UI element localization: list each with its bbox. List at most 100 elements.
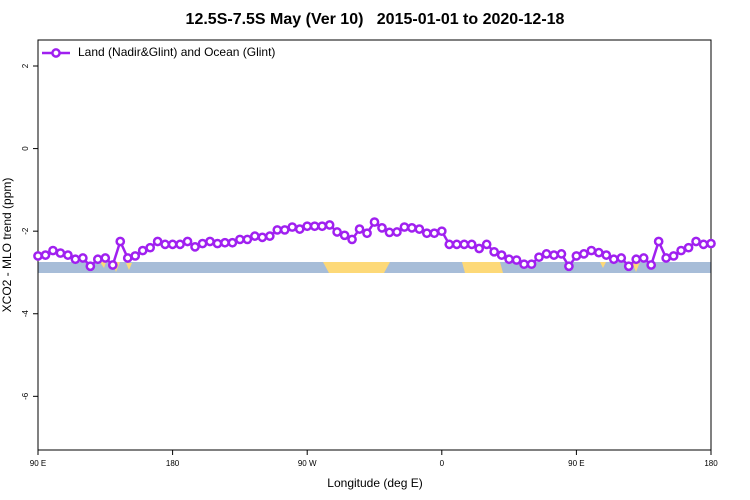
data-point xyxy=(377,223,387,233)
data-point xyxy=(668,251,679,261)
data-point xyxy=(384,227,395,238)
data-point xyxy=(623,261,634,272)
data-point xyxy=(55,248,66,258)
data-point xyxy=(182,236,193,247)
data-point xyxy=(601,250,612,260)
data-point xyxy=(40,250,51,260)
data-point xyxy=(242,234,253,245)
data-point xyxy=(691,236,701,247)
data-point xyxy=(436,226,447,237)
data-point xyxy=(317,221,328,232)
data-point xyxy=(190,242,200,252)
data-point xyxy=(264,231,275,241)
data-point xyxy=(354,224,365,234)
data-point xyxy=(444,239,455,250)
surface-band xyxy=(38,262,711,273)
data-point xyxy=(556,249,567,259)
data-point xyxy=(257,232,268,243)
data-point xyxy=(287,222,298,232)
data-point xyxy=(137,245,148,256)
data-point xyxy=(63,250,73,260)
data-point xyxy=(92,254,103,265)
x-tick-label: 90 W xyxy=(298,459,317,468)
data-point xyxy=(474,243,485,254)
data-point xyxy=(122,253,133,263)
data-point xyxy=(579,249,589,259)
data-point xyxy=(205,236,215,247)
data-point xyxy=(564,261,574,272)
y-tick-label: -2 xyxy=(21,227,30,235)
data-point xyxy=(459,239,470,250)
data-point xyxy=(212,238,223,249)
data-point xyxy=(706,238,716,249)
data-point xyxy=(653,236,664,247)
data-point xyxy=(33,251,43,261)
data-point xyxy=(526,259,537,270)
data-point xyxy=(302,221,313,232)
data-point xyxy=(324,220,335,230)
y-tick-label: 0 xyxy=(21,146,30,151)
legend-label: Land (Nadir&Glint) and Ocean (Glint) xyxy=(78,45,275,59)
data-point xyxy=(294,224,305,234)
chart-title: 12.5S-7.5S May (Ver 10) 2015-01-01 to 20… xyxy=(186,11,565,28)
x-axis-label: Longitude (deg E) xyxy=(327,476,422,490)
y-tick-label: -4 xyxy=(21,310,30,318)
data-point xyxy=(676,245,686,256)
x-tick-label: 180 xyxy=(166,459,180,468)
data-point xyxy=(227,237,238,248)
data-point xyxy=(107,260,118,270)
plot-frame xyxy=(37,39,712,451)
data-point xyxy=(70,254,81,265)
data-point xyxy=(145,242,156,253)
data-point xyxy=(175,239,185,250)
data-point xyxy=(631,254,642,265)
data-point xyxy=(698,239,709,250)
legend-marker xyxy=(51,48,61,58)
data-point xyxy=(347,234,357,245)
data-point xyxy=(220,237,230,248)
y-tick-label: -6 xyxy=(21,392,30,400)
data-point xyxy=(414,224,425,234)
data-point xyxy=(616,253,627,263)
data-point xyxy=(235,234,245,245)
data-point xyxy=(586,245,597,256)
data-point xyxy=(369,217,380,227)
x-tick-label: 90 E xyxy=(30,459,46,468)
data-point xyxy=(421,228,432,239)
data-point xyxy=(272,225,283,235)
x-tick-label: 0 xyxy=(440,459,445,468)
data-point xyxy=(571,251,582,261)
data-point xyxy=(429,228,440,239)
data-point xyxy=(85,261,96,272)
data-point xyxy=(362,228,372,239)
data-point xyxy=(332,227,342,237)
data-point xyxy=(250,231,260,241)
data-point xyxy=(489,246,499,257)
data-point xyxy=(466,239,477,250)
y-axis-label: XCO2 - MLO trend (ppm) xyxy=(0,178,14,313)
data-point xyxy=(481,239,492,250)
data-point xyxy=(115,236,126,247)
data-point xyxy=(399,222,410,232)
data-point xyxy=(451,239,462,250)
data-point xyxy=(130,251,141,261)
x-tick-label: 90 E xyxy=(568,459,584,468)
data-point xyxy=(407,223,417,233)
data-point xyxy=(549,250,559,260)
data-point xyxy=(511,255,522,265)
data-point xyxy=(504,254,514,265)
data-point xyxy=(339,230,350,241)
data-point xyxy=(661,253,671,263)
y-tick-label: 2 xyxy=(21,63,30,68)
data-point xyxy=(392,227,402,237)
data-point xyxy=(683,242,694,253)
data-point xyxy=(160,239,170,250)
data-point xyxy=(78,253,88,263)
data-point xyxy=(48,245,58,256)
data-point xyxy=(100,253,111,263)
data-point xyxy=(167,239,178,250)
data-point xyxy=(197,238,208,249)
data-point xyxy=(638,253,649,263)
data-point xyxy=(646,260,657,270)
